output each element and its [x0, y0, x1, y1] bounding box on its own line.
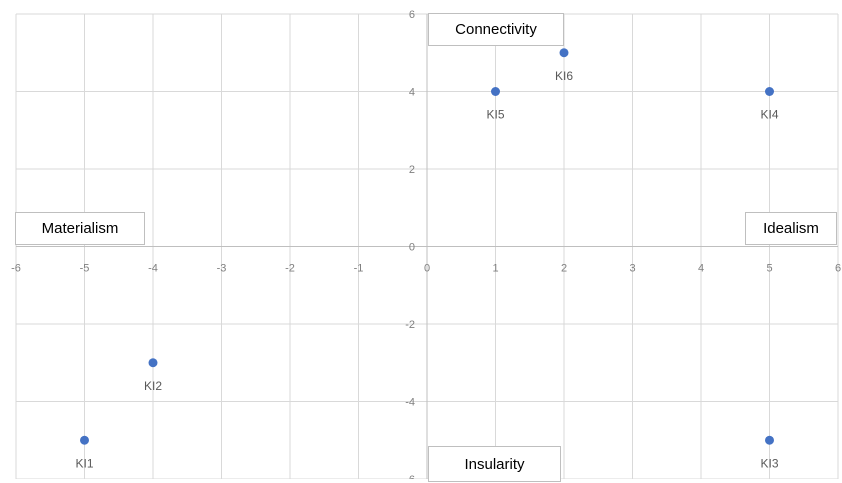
x-tick-label: 2	[561, 263, 567, 275]
data-label-ki6: KI6	[555, 69, 573, 83]
x-tick-label: -6	[11, 263, 21, 275]
x-tick-label: -2	[285, 263, 295, 275]
axis-label-idealism: Idealism	[745, 212, 837, 245]
y-tick-label: 6	[409, 9, 415, 21]
x-tick-label: 3	[629, 263, 635, 275]
x-tick-label: -4	[148, 263, 158, 275]
axis-label-materialism: Materialism	[15, 212, 145, 245]
data-point-ki6	[559, 48, 569, 58]
data-label-ki2: KI2	[144, 379, 162, 393]
tick-labels: -6 -5 -4 -3 -2 -1 0 1 2 3 4 5 6 -4 -2 0 2 4 6 -6	[11, 9, 841, 479]
y-tick-label: 4	[409, 87, 415, 99]
x-tick-label: 5	[766, 263, 772, 275]
x-tick-label: 0	[424, 263, 430, 275]
data-point-ki5	[491, 87, 500, 96]
data-label-ki4: KI4	[760, 108, 778, 122]
y-tick-label: -6	[405, 474, 415, 479]
y-tick-label: -2	[405, 319, 415, 331]
axis-label-insularity: Insularity	[428, 446, 561, 482]
data-points: KI1 KI2 KI3 KI4 KI5 KI6	[75, 48, 779, 470]
data-label-ki1: KI1	[75, 456, 93, 470]
axes	[16, 14, 838, 479]
y-tick-label: 2	[409, 164, 415, 176]
x-tick-label: 1	[492, 263, 498, 275]
x-tick-label: -5	[80, 263, 90, 275]
data-label-ki3: KI3	[760, 456, 778, 470]
data-label-ki5: KI5	[486, 108, 504, 122]
y-tick-label: 0	[409, 242, 415, 254]
x-tick-label: 4	[698, 263, 704, 275]
data-point-ki3	[765, 435, 774, 445]
x-tick-label: -1	[354, 263, 364, 275]
axis-label-connectivity: Connectivity	[428, 13, 564, 46]
data-point-ki4	[765, 87, 774, 96]
x-tick-label: 6	[835, 263, 841, 275]
y-tick-label: -4	[405, 397, 415, 409]
data-point-ki2	[148, 358, 158, 368]
x-tick-label: -3	[217, 263, 227, 275]
data-point-ki1	[80, 435, 89, 445]
